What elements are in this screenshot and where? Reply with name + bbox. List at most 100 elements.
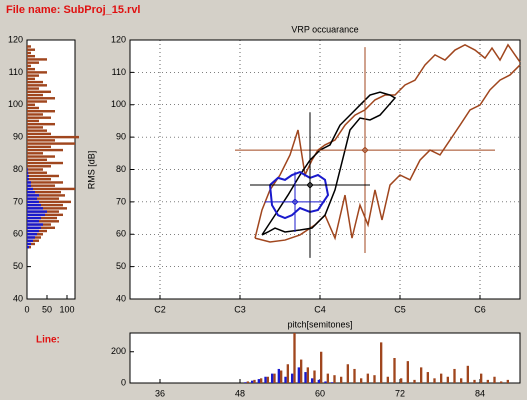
histogram-bar — [27, 64, 31, 68]
histogram-bar — [27, 106, 39, 110]
x-axis-label: pitch[semitones] — [287, 319, 352, 329]
histogram-bar — [286, 364, 289, 383]
histogram-bar — [251, 380, 254, 383]
histogram-bar — [266, 376, 269, 383]
plot-area — [129, 39, 521, 300]
x-tick-label: 72 — [395, 388, 405, 398]
histogram-bar — [27, 135, 79, 139]
y-tick-label: 120 — [8, 34, 23, 44]
histogram-bar — [340, 376, 343, 383]
y-tick-label: 80 — [116, 164, 126, 174]
histogram-bar — [331, 382, 334, 383]
histogram-bar — [324, 381, 327, 383]
histogram-bar — [27, 145, 51, 149]
x-tick-label: 50 — [42, 304, 52, 314]
histogram-bar — [27, 129, 47, 132]
histogram-bar — [27, 229, 39, 233]
histogram-bar — [304, 372, 307, 383]
histogram-bar — [453, 368, 456, 383]
histogram-bar — [27, 51, 31, 55]
histogram-bar — [27, 77, 35, 81]
histogram-bar — [493, 376, 496, 383]
histogram-bar — [317, 379, 320, 383]
y-tick-label: 60 — [116, 229, 126, 239]
histogram-bar — [27, 161, 63, 165]
histogram-bar — [446, 376, 449, 383]
y-tick-label: 120 — [111, 34, 126, 44]
histogram-bar — [506, 379, 509, 383]
histogram-bar — [27, 61, 39, 64]
histogram-bar — [393, 358, 396, 383]
histogram-bar — [27, 90, 51, 94]
contour-line — [269, 170, 330, 220]
histogram-bar — [27, 177, 29, 181]
x-tick-label: 60 — [315, 388, 325, 398]
histogram-bar — [27, 187, 33, 191]
contour-line — [254, 43, 521, 239]
y-tick-label: 90 — [116, 132, 126, 142]
histogram-bar — [297, 367, 300, 383]
histogram-bar — [346, 364, 349, 383]
histogram-bar — [27, 194, 39, 197]
y-tick-label: 50 — [13, 261, 23, 271]
histogram-bar — [27, 171, 47, 174]
y-tick-label: 70 — [116, 196, 126, 206]
histogram-bar — [253, 379, 256, 383]
crosshair-center — [306, 181, 314, 189]
x-tick-label: 100 — [59, 304, 74, 314]
histogram-bar — [426, 372, 429, 383]
histogram-bar — [27, 194, 65, 197]
histogram-bar — [27, 97, 55, 100]
y-tick-label: 90 — [13, 132, 23, 142]
histogram-bar — [326, 373, 329, 383]
y-tick-label: 70 — [13, 196, 23, 206]
histogram-bar — [27, 100, 47, 103]
histogram-bar — [27, 110, 55, 113]
histogram-bar — [27, 213, 45, 217]
y-tick-label: 110 — [112, 67, 126, 77]
y-tick-label: 200 — [111, 346, 126, 356]
x-tick-label: C3 — [234, 304, 246, 314]
histogram-bar — [360, 378, 363, 383]
histogram-bar — [27, 158, 47, 162]
histogram-bar — [27, 210, 47, 213]
y-tick-label: 100 — [8, 99, 23, 109]
histogram-bar — [27, 74, 39, 77]
chart-title: VRP occuarance — [291, 24, 358, 34]
histogram-bar — [460, 378, 463, 383]
histogram-bar — [380, 342, 383, 383]
histogram-bar — [27, 207, 67, 210]
histogram-bar — [27, 168, 28, 171]
histogram-bar — [27, 216, 57, 220]
histogram-bar — [27, 67, 35, 71]
histogram-bar — [466, 365, 469, 383]
histogram-bar — [27, 54, 35, 58]
histogram-bar — [273, 373, 276, 383]
histogram-bar — [291, 373, 294, 383]
histogram-bar — [27, 245, 29, 249]
histogram-bar — [27, 139, 55, 142]
y-tick-label: 100 — [111, 99, 126, 109]
histogram-bar — [27, 148, 63, 152]
histogram-bar — [353, 368, 356, 383]
histogram-bar — [306, 367, 309, 383]
histogram-bar — [27, 216, 41, 220]
contour-line — [261, 91, 397, 236]
histogram-bar — [27, 126, 43, 129]
histogram-bar — [27, 207, 43, 210]
histogram-bar — [320, 351, 323, 383]
histogram-bar — [27, 122, 55, 126]
histogram-bar — [27, 58, 47, 61]
histogram-bar — [271, 373, 274, 383]
histogram-bar — [480, 373, 483, 383]
histogram-bar — [27, 174, 29, 178]
histogram-bar — [27, 113, 43, 116]
histogram-bar — [386, 376, 389, 383]
plot-area — [129, 332, 521, 384]
histogram-bar — [27, 242, 31, 246]
histogram-bar — [27, 190, 35, 194]
crosshair-center — [361, 146, 369, 154]
histogram-bar — [406, 361, 409, 383]
x-tick-label: C5 — [394, 304, 406, 314]
